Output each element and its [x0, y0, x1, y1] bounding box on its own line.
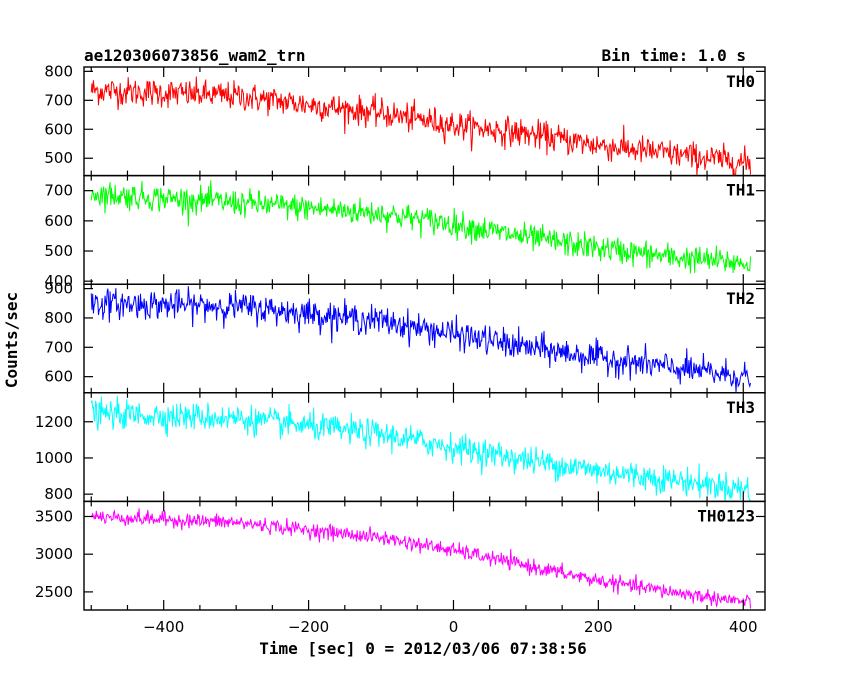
- panel-th0123: 2500 3000 3500 TH0123: [35, 500, 766, 611]
- series-line-th3: [90, 396, 751, 502]
- y-tick-label: 400: [44, 272, 73, 290]
- y-tick-label: 3500: [35, 507, 73, 525]
- y-tick-label: 600: [44, 212, 73, 230]
- series-line-th0123: [90, 508, 752, 609]
- panel-th1: 400 500 600 700 TH1: [44, 174, 766, 290]
- y-tick-label: 1000: [35, 449, 73, 467]
- panel-label: TH3: [726, 398, 755, 417]
- y-axis-label: Counts/sec: [2, 292, 21, 388]
- series-line-th1: [90, 180, 752, 274]
- panel-label: TH0123: [697, 506, 755, 525]
- panel-group: 500 600 700 800 TH0 400 500 600 700 TH1 600 700 800 9…: [35, 62, 766, 636]
- y-tick-label: 2500: [35, 583, 73, 601]
- y-tick-label: 800: [44, 485, 73, 503]
- panel-frame: [83, 283, 766, 394]
- y-tick-label: 800: [44, 309, 73, 327]
- y-tick-label: 700: [44, 91, 73, 109]
- y-tick-label: 1200: [35, 413, 73, 431]
- y-tick-label: 700: [44, 338, 73, 356]
- x-tick-label: 0: [449, 618, 459, 636]
- panel-label: TH0: [726, 72, 755, 91]
- panel-th0: 500 600 700 800 TH0: [44, 62, 766, 177]
- y-tick-label: 3000: [35, 545, 73, 563]
- panel-frame: [83, 500, 766, 611]
- panel-th2: 600 700 800 900 TH2: [44, 280, 766, 394]
- panel-th3: 800 1000 1200 TH3: [35, 392, 766, 503]
- y-tick-label: 700: [44, 182, 73, 200]
- x-tick-label: 400: [729, 618, 758, 636]
- x-axis-label: Time [sec] 0 = 2012/03/06 07:38:56: [259, 639, 587, 658]
- chart-title: ae120306073856_wam2_trn: [84, 46, 306, 65]
- y-tick-label: 600: [44, 368, 73, 386]
- y-tick-label: 900: [44, 280, 73, 298]
- series-line-th2: [90, 286, 751, 393]
- y-tick-label: 800: [44, 62, 73, 80]
- x-tick-label: −200: [288, 618, 329, 636]
- x-tick-label: −400: [143, 618, 184, 636]
- series-line-th0: [90, 76, 752, 176]
- bin-time-label: Bin time: 1.0 s: [602, 46, 747, 65]
- x-tick-label: 200: [584, 618, 613, 636]
- y-tick-label: 500: [44, 242, 73, 260]
- panel-label: TH1: [726, 181, 755, 200]
- y-tick-label: 500: [44, 149, 73, 167]
- y-tick-label: 600: [44, 120, 73, 138]
- panel-label: TH2: [726, 289, 755, 308]
